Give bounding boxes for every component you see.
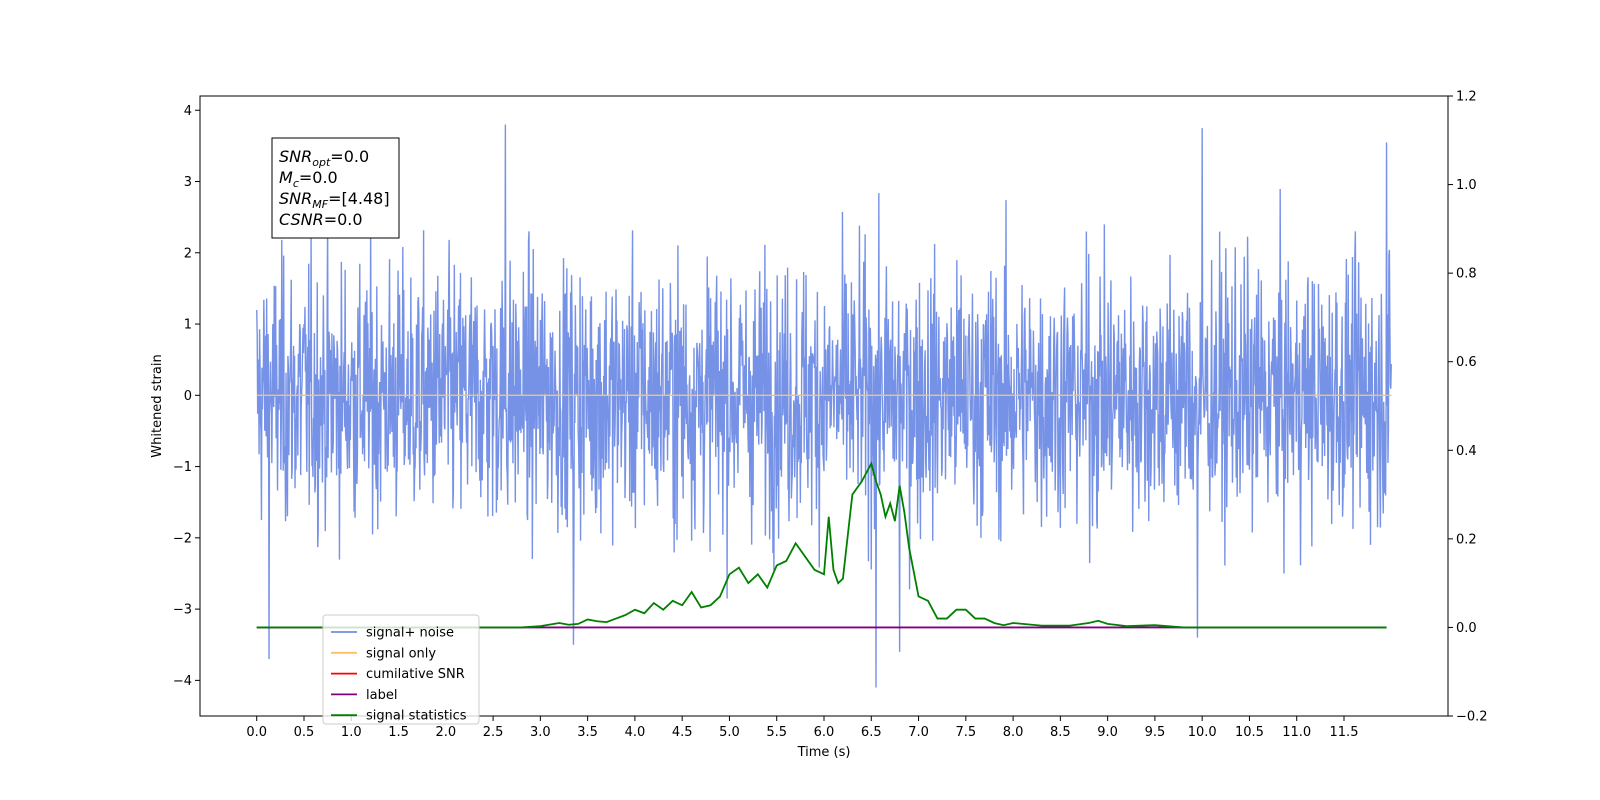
x-tick-label: 10.0 [1188,725,1217,740]
x-tick-label: 8.0 [1003,725,1024,740]
y-axis-left-ticks: 4 3 2 1 0 −1 −2 −3 −4 [173,104,200,689]
x-tick-label: 3.0 [530,725,551,740]
y-tick-label: −4 [173,674,192,689]
y-tick-label: 0 [184,389,192,404]
series-signal-noise [256,124,1392,688]
x-axis-label: Time (s) [797,745,851,760]
y2-tick-label: 1.0 [1456,178,1477,193]
info-subscript: MF [312,198,328,211]
y-tick-label: −3 [173,603,192,618]
info-subscript: c [293,177,299,190]
legend-label: label [366,688,397,703]
x-tick-label: 1.0 [341,725,362,740]
x-tick-label: 4.5 [672,725,693,740]
y-axis-right-ticks: 1.2 1.0 0.8 0.6 0.4 0.2 0.0 −0.2 [1448,90,1488,725]
y-tick-label: −1 [173,460,192,475]
x-tick-label: 6.5 [861,725,882,740]
info-value: =0.0 [299,168,338,187]
legend-label: signal only [366,646,436,661]
y2-tick-label: 0.0 [1456,621,1477,636]
x-tick-label: 6.0 [814,725,835,740]
x-tick-label: 7.0 [908,725,929,740]
x-tick-label: 9.0 [1097,725,1118,740]
x-tick-label: 11.5 [1330,725,1359,740]
info-box-frame [271,137,400,239]
x-tick-label: 2.0 [435,725,456,740]
x-axis-ticks: 0.0 0.5 1.0 1.5 2.0 2.5 3.0 3.5 4.0 4.5 5.0 5.5 6.0 6… [246,716,1358,740]
info-line: Mc=0.0 [279,168,338,190]
x-tick-label: 5.5 [766,725,787,740]
y-tick-label: 4 [184,104,192,119]
info-symbol: SNR [279,147,312,166]
x-tick-label: 11.0 [1282,725,1311,740]
y2-tick-label: 0.4 [1456,444,1477,459]
info-symbol: CSNR [279,210,324,229]
x-tick-label: 5.0 [719,725,740,740]
y-axis-label: Whitened strain [150,354,165,457]
info-symbol: M [279,168,293,187]
x-tick-label: 1.5 [388,725,409,740]
legend-items: signal+ noise signal only cumilative SNR la… [331,626,467,724]
y-tick-label: 1 [184,318,192,333]
x-tick-label: 2.5 [483,725,504,740]
y2-tick-label: −0.2 [1456,710,1488,725]
y2-tick-label: 0.2 [1456,532,1477,547]
x-tick-label: 10.5 [1235,725,1264,740]
y2-tick-label: 1.2 [1456,90,1477,105]
legend-label: cumilative SNR [366,667,465,682]
x-tick-label: 0.0 [246,725,267,740]
legend-label: signal+ noise [366,626,454,641]
y-tick-label: 3 [184,175,192,190]
series-signal-statistics [256,461,1387,629]
x-tick-label: 9.5 [1145,725,1166,740]
info-value: =[4.48] [328,189,390,208]
x-tick-label: 0.5 [294,725,315,740]
y2-tick-label: 0.6 [1456,355,1477,370]
legend-frame [322,614,480,725]
x-tick-label: 8.5 [1050,725,1071,740]
legend-label: signal statistics [366,709,467,724]
info-line: SNRMF=[4.48] [279,189,390,211]
info-line: CSNR=0.0 [279,210,363,229]
y-tick-label: 2 [184,246,192,261]
y-tick-label: −2 [173,531,192,546]
info-value: =0.0 [324,210,363,229]
x-tick-label: 3.5 [577,725,598,740]
info-symbol: SNR [279,189,312,208]
info-line: SNRopt=0.0 [279,147,369,169]
info-subscript: opt [312,156,331,169]
legend: signal+ noise signal only cumilative SNR la… [322,614,480,725]
info-value: =0.0 [330,147,369,166]
x-tick-label: 4.0 [625,725,646,740]
x-tick-label: 7.5 [955,725,976,740]
y2-tick-label: 0.8 [1456,267,1477,282]
